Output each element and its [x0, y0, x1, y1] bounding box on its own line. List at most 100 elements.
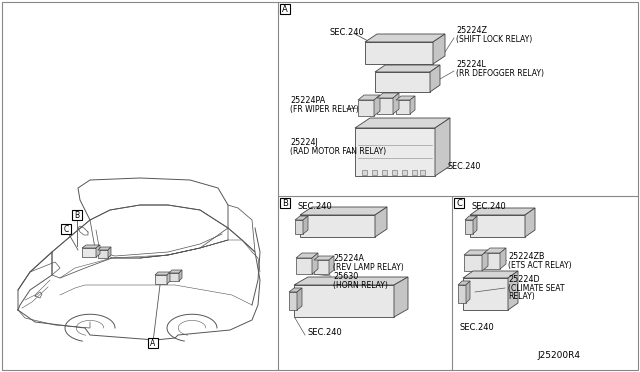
Bar [280, 198, 290, 208]
Polygon shape [289, 288, 302, 292]
Bar [412, 170, 417, 175]
Polygon shape [473, 216, 477, 234]
Polygon shape [295, 216, 308, 220]
Polygon shape [466, 281, 470, 303]
Bar [362, 170, 367, 175]
Text: 25224L: 25224L [456, 60, 486, 69]
Polygon shape [355, 128, 435, 176]
Polygon shape [458, 285, 466, 303]
Polygon shape [296, 258, 312, 274]
Polygon shape [303, 216, 308, 234]
Bar [402, 170, 407, 175]
Polygon shape [374, 95, 380, 116]
Polygon shape [329, 256, 334, 274]
Bar [148, 338, 158, 348]
Bar [382, 170, 387, 175]
Text: SEC.240: SEC.240 [472, 202, 507, 211]
Polygon shape [294, 285, 394, 317]
Polygon shape [484, 253, 500, 269]
Text: C: C [63, 224, 68, 234]
Text: 25224ZB: 25224ZB [508, 252, 545, 261]
Polygon shape [314, 256, 334, 260]
Polygon shape [463, 271, 518, 278]
Polygon shape [108, 247, 111, 258]
Text: C: C [456, 199, 462, 208]
Polygon shape [375, 72, 430, 92]
Polygon shape [358, 95, 380, 100]
Polygon shape [500, 248, 506, 269]
Text: (HORN RELAY): (HORN RELAY) [333, 281, 388, 290]
Polygon shape [463, 278, 508, 310]
Polygon shape [396, 100, 410, 114]
Polygon shape [482, 250, 488, 271]
Bar [420, 170, 425, 175]
Bar [454, 198, 464, 208]
Polygon shape [458, 281, 470, 285]
Polygon shape [296, 253, 318, 258]
Text: B: B [74, 211, 79, 219]
Polygon shape [155, 272, 170, 275]
Polygon shape [377, 98, 393, 114]
Polygon shape [155, 275, 167, 284]
Polygon shape [98, 247, 111, 250]
Text: 25224Z: 25224Z [456, 26, 487, 35]
Text: 25224D: 25224D [508, 275, 540, 284]
Polygon shape [289, 292, 297, 310]
Text: (REV LAMP RELAY): (REV LAMP RELAY) [333, 263, 404, 272]
Text: J25200R4: J25200R4 [537, 351, 580, 360]
Polygon shape [365, 42, 433, 64]
Text: RELAY): RELAY) [508, 292, 535, 301]
Polygon shape [365, 34, 445, 42]
Polygon shape [82, 248, 96, 257]
Polygon shape [377, 93, 399, 98]
Bar [72, 210, 82, 220]
Polygon shape [300, 215, 375, 237]
Text: 25224A: 25224A [333, 254, 364, 263]
Text: SEC.240: SEC.240 [448, 162, 481, 171]
Polygon shape [508, 271, 518, 310]
Polygon shape [82, 245, 100, 248]
Text: A: A [150, 339, 156, 347]
Polygon shape [355, 118, 450, 128]
Polygon shape [169, 273, 179, 281]
Polygon shape [430, 65, 440, 92]
Text: 25224PA: 25224PA [290, 96, 325, 105]
Text: SEC.240: SEC.240 [330, 28, 365, 37]
Polygon shape [375, 207, 387, 237]
Polygon shape [312, 253, 318, 274]
Text: (ETS ACT RELAY): (ETS ACT RELAY) [508, 261, 572, 270]
Polygon shape [433, 34, 445, 64]
Bar [372, 170, 377, 175]
Bar [280, 4, 290, 14]
Polygon shape [465, 216, 477, 220]
Polygon shape [435, 118, 450, 176]
Text: 25224J: 25224J [290, 138, 317, 147]
Polygon shape [179, 270, 182, 281]
Text: SEC.240: SEC.240 [298, 202, 333, 211]
Polygon shape [300, 207, 387, 215]
Polygon shape [169, 270, 182, 273]
Polygon shape [394, 277, 408, 317]
Polygon shape [167, 272, 170, 284]
Polygon shape [393, 93, 399, 114]
Polygon shape [96, 245, 100, 257]
Text: (CLIMATE SEAT: (CLIMATE SEAT [508, 284, 564, 293]
Text: SEC.240: SEC.240 [460, 323, 495, 332]
Polygon shape [484, 248, 506, 253]
Bar [392, 170, 397, 175]
Text: (SHIFT LOCK RELAY): (SHIFT LOCK RELAY) [456, 35, 532, 44]
Text: SEC.240: SEC.240 [308, 328, 343, 337]
Polygon shape [375, 65, 440, 72]
Bar [61, 224, 71, 234]
Text: B: B [282, 199, 288, 208]
Polygon shape [358, 100, 374, 116]
Text: (RR DEFOGGER RELAY): (RR DEFOGGER RELAY) [456, 69, 544, 78]
Polygon shape [410, 96, 415, 114]
Polygon shape [465, 220, 473, 234]
Polygon shape [294, 277, 408, 285]
Polygon shape [314, 260, 329, 274]
Text: A: A [282, 4, 288, 13]
Polygon shape [295, 220, 303, 234]
Text: 25630: 25630 [333, 272, 358, 281]
Polygon shape [525, 208, 535, 237]
